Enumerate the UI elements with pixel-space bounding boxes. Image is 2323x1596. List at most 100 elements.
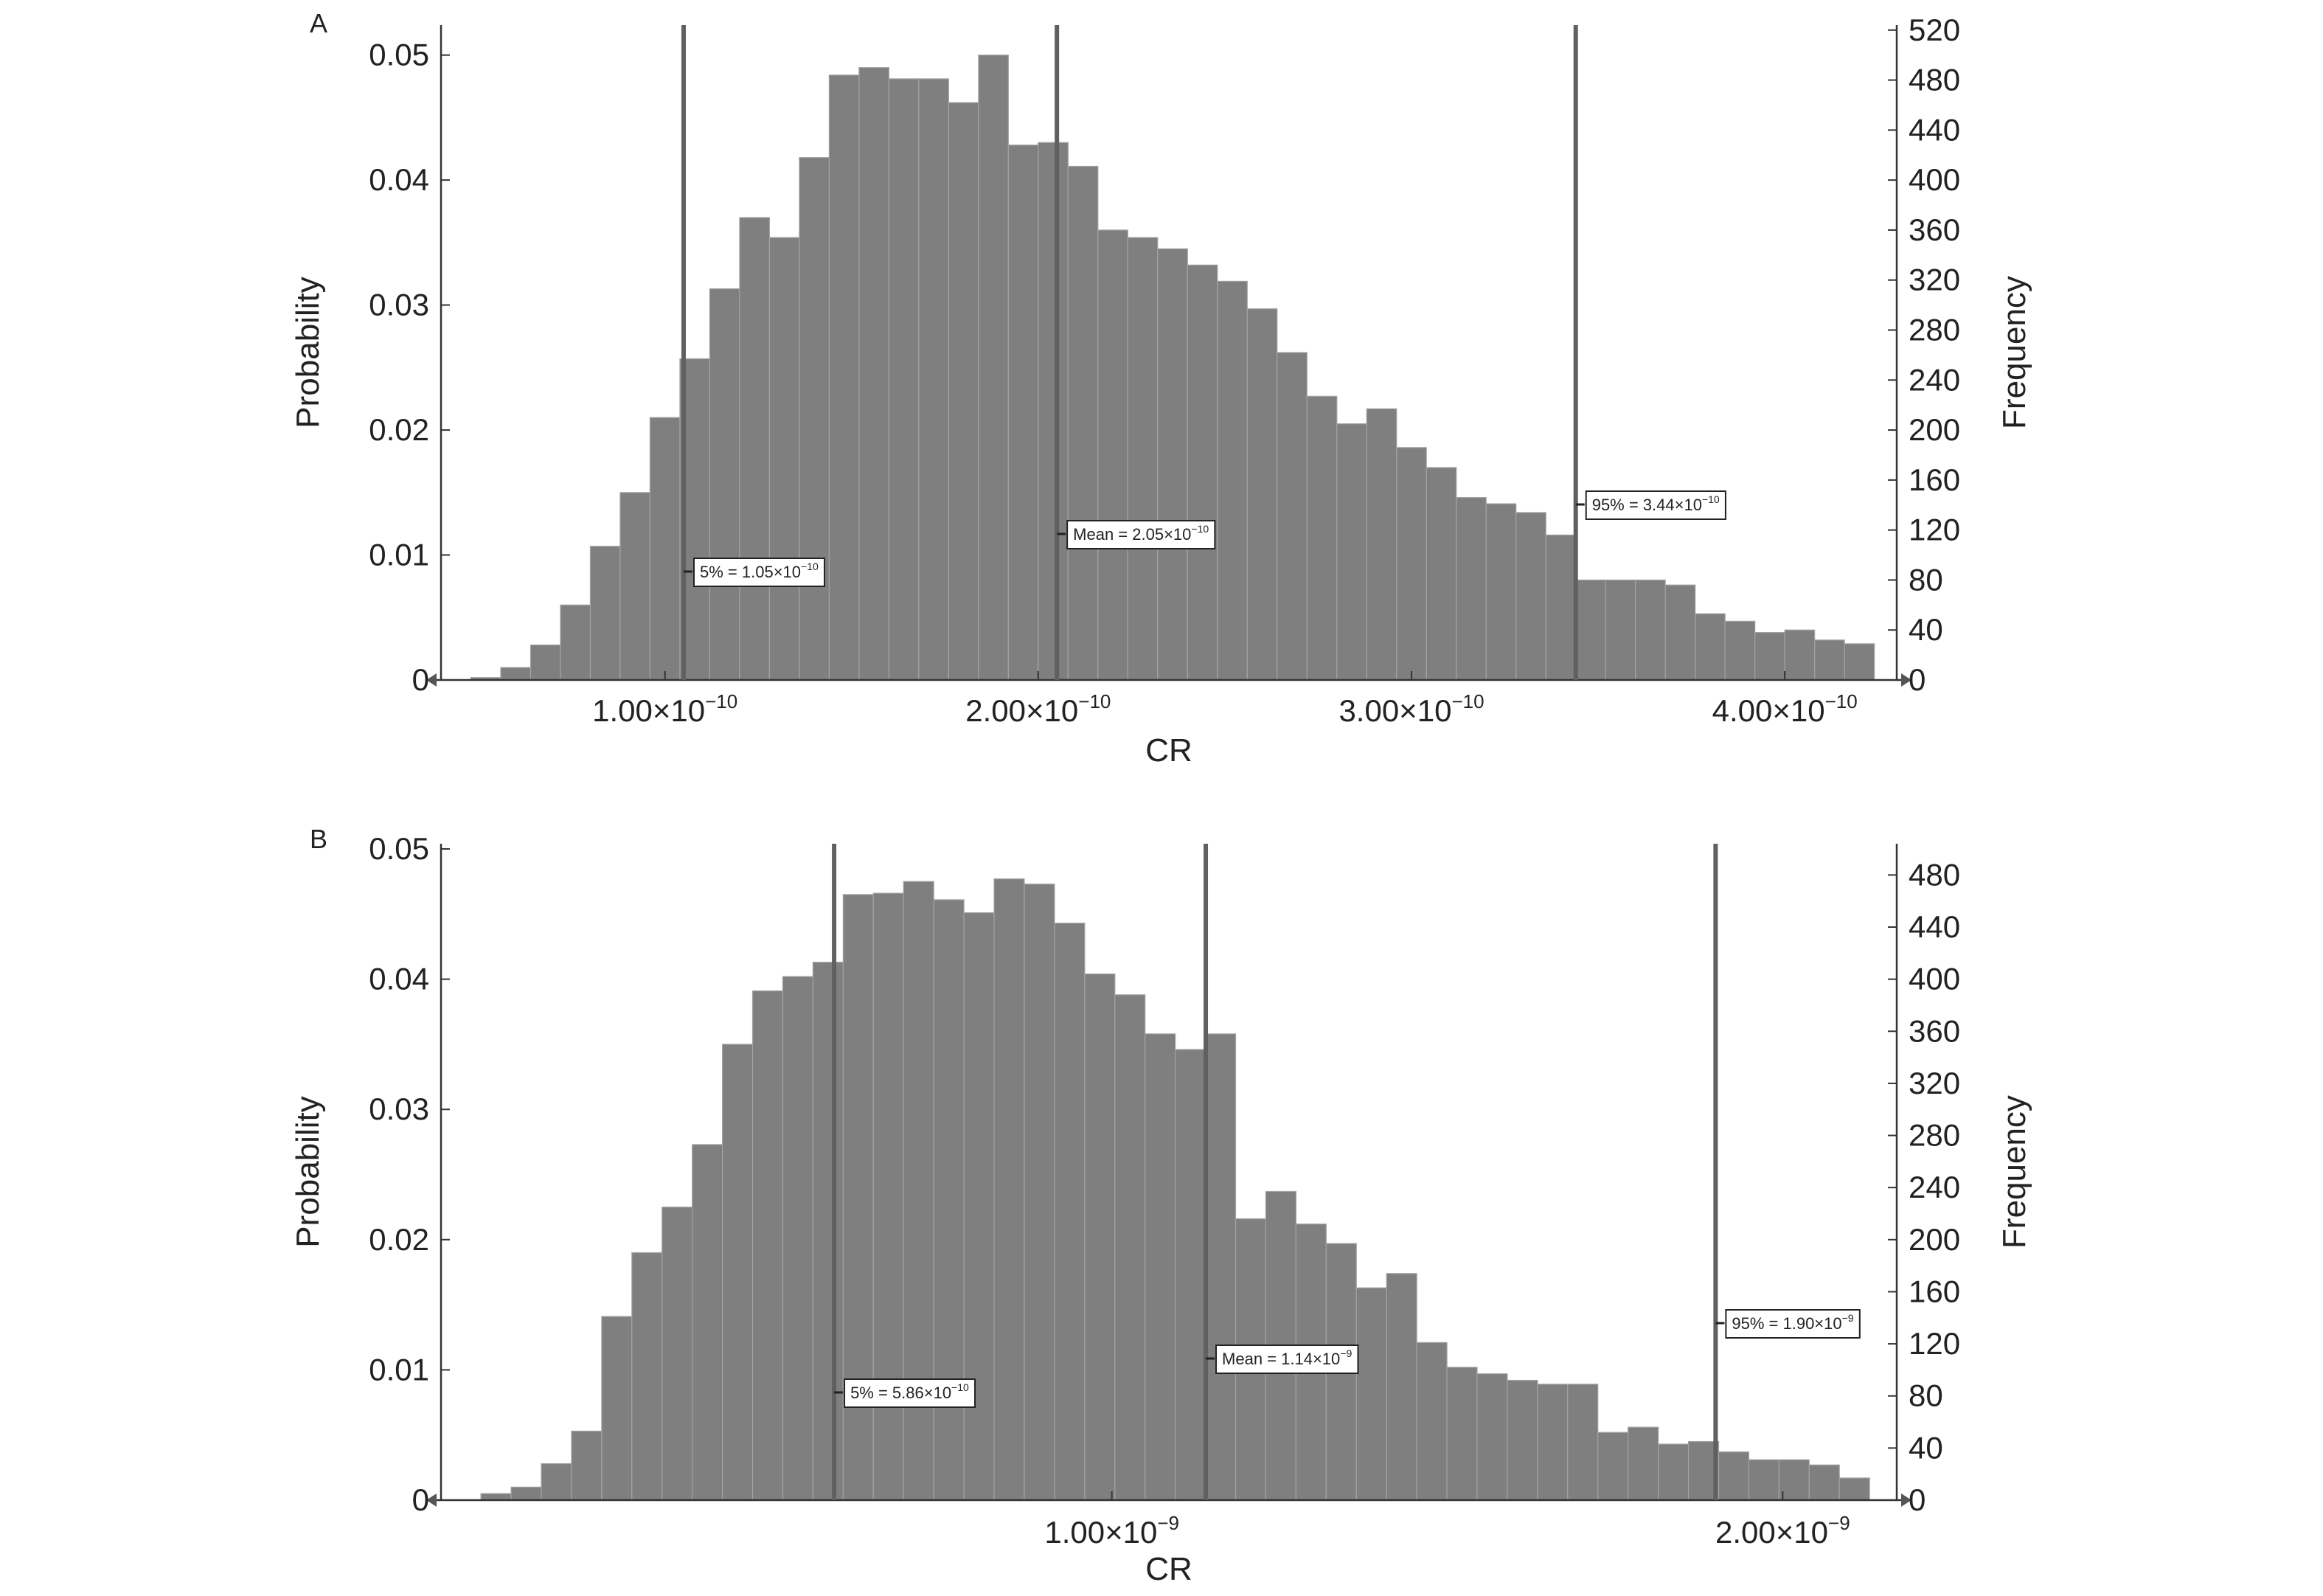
y2-tick-label: 320 [1909, 1066, 1960, 1100]
x-tick-label-base: 2.00×10 [1715, 1515, 1828, 1550]
y2-tick-label: 280 [1909, 312, 1960, 347]
panel-label: A [310, 8, 327, 38]
histogram-bar [1456, 496, 1487, 681]
histogram-bar [692, 1144, 723, 1501]
histogram-bar [963, 912, 995, 1501]
marker-label: 5% = 1.05×10−10 [700, 561, 819, 581]
histogram-bar [1814, 639, 1845, 681]
y2-tick-label: 200 [1909, 1222, 1960, 1257]
x-tick-label: 2.00×10−9 [1715, 1512, 1850, 1550]
marker-label: 5% = 5.86×10−10 [850, 1381, 969, 1402]
marker-label: 95% = 3.44×10−10 [1592, 493, 1720, 514]
y-tick-label: 0.03 [369, 288, 429, 322]
y-tick-label: 0.05 [369, 831, 429, 866]
histogram-bar [1748, 1459, 1779, 1501]
histogram-bar [589, 546, 621, 681]
y-tick-label: 0.03 [369, 1092, 429, 1126]
y-tick-label: 0.04 [369, 962, 429, 996]
histogram-bar [1084, 973, 1116, 1501]
histogram-bar [739, 217, 771, 681]
histogram-bar [888, 78, 920, 681]
histogram-bar [1567, 1384, 1599, 1501]
histogram-bar [709, 288, 740, 681]
histogram-bar [1844, 643, 1875, 681]
histogram-bar [1127, 237, 1159, 681]
histogram-bar [1754, 631, 1785, 681]
marker-label-box [693, 558, 825, 587]
histogram-bar [1778, 1459, 1810, 1501]
histogram-bar [631, 1252, 663, 1501]
marker-label-exponent: −9 [1842, 1312, 1854, 1324]
histogram-bar [1838, 1477, 1870, 1501]
marker-label-base: 95% = 3.44×10 [1592, 496, 1702, 514]
histogram-bar [1336, 423, 1367, 681]
histogram-bar [1386, 1273, 1417, 1501]
x-tick-label-base: 2.00×10 [965, 693, 1078, 728]
x-tick-label: 4.00×10−10 [1712, 690, 1858, 728]
histogram-bar [560, 604, 591, 681]
histogram-bar [799, 157, 830, 681]
x-axis-title: CR [1145, 1551, 1192, 1587]
y2-tick-label: 200 [1909, 412, 1960, 447]
y2-tick-label: 0 [1909, 662, 1926, 697]
y2-tick-label: 0 [1909, 1482, 1926, 1517]
y2-tick-label: 80 [1909, 1378, 1943, 1413]
marker-label-box [844, 1378, 976, 1408]
y2-tick-label: 160 [1909, 1274, 1960, 1308]
histogram-bar [1545, 534, 1577, 681]
x-tick-label-base: 1.00×10 [1044, 1515, 1157, 1550]
marker-label-exponent: −10 [1702, 493, 1720, 505]
marker-label-box [1725, 1309, 1861, 1339]
marker-label-box [1215, 1345, 1359, 1374]
y-axis-title: Probability [290, 277, 326, 428]
histogram-bar [1605, 579, 1636, 681]
marker-label-exponent: −10 [951, 1381, 969, 1393]
histogram-bar [1784, 629, 1816, 681]
marker-label-exponent: −10 [1191, 523, 1209, 535]
y-tick-label: 0.04 [369, 162, 429, 197]
histogram-bar [1204, 1033, 1237, 1501]
y2-tick-label: 440 [1909, 909, 1960, 944]
histogram-bar [1485, 503, 1517, 681]
histogram-bar [1695, 613, 1726, 681]
axis-right-arrow-icon [1901, 1493, 1911, 1507]
histogram-bar [1024, 884, 1055, 1501]
histogram-bar [933, 899, 965, 1501]
histogram-bar [1396, 447, 1427, 681]
histogram-bar [529, 644, 561, 681]
marker-label: 95% = 1.90×10−9 [1732, 1312, 1853, 1333]
histogram-bar [1446, 1367, 1478, 1501]
y-axis-title: Probability [290, 1096, 326, 1247]
histogram-bar [993, 878, 1025, 1501]
histogram-bar [1054, 923, 1086, 1501]
x-tick-label: 2.00×10−10 [965, 690, 1111, 728]
x-tick-label-exponent: −10 [1451, 690, 1484, 712]
panel-label: B [310, 824, 327, 854]
marker-label-base: 5% = 5.86×10 [850, 1384, 951, 1402]
histogram-bar [1724, 620, 1756, 681]
y2-tick-label: 520 [1909, 13, 1960, 47]
histogram-bar [1476, 1373, 1508, 1501]
y2-axis-title: Frequency [1996, 276, 2032, 429]
histogram-bar [1187, 264, 1218, 681]
histogram-bar [1114, 994, 1146, 1501]
histogram-bar [1277, 352, 1308, 681]
histogram-bar [1038, 142, 1069, 681]
y-tick-label: 0 [412, 1482, 429, 1517]
x-tick-label: 1.00×10−10 [592, 690, 737, 728]
x-axis-title: CR [1145, 732, 1192, 768]
histogram-bar [1664, 584, 1696, 681]
histogram-bar [1007, 145, 1039, 681]
histogram-bar [1145, 1033, 1176, 1501]
marker-label-box [1585, 490, 1726, 520]
bars [480, 878, 1870, 1501]
axis-right-arrow-icon [1901, 673, 1911, 687]
marker-label: Mean = 2.05×10−10 [1073, 523, 1209, 544]
histogram-bar [1537, 1384, 1569, 1501]
histogram-panel-b: 0 0.01 0.02 0.03 0.04 0.05 0 40 80 120 160 200 240 28… [290, 824, 2032, 1587]
histogram-bar [1575, 579, 1606, 681]
histogram-bar [571, 1430, 603, 1501]
histogram-bar [1426, 467, 1457, 681]
histogram-bar [619, 492, 651, 681]
